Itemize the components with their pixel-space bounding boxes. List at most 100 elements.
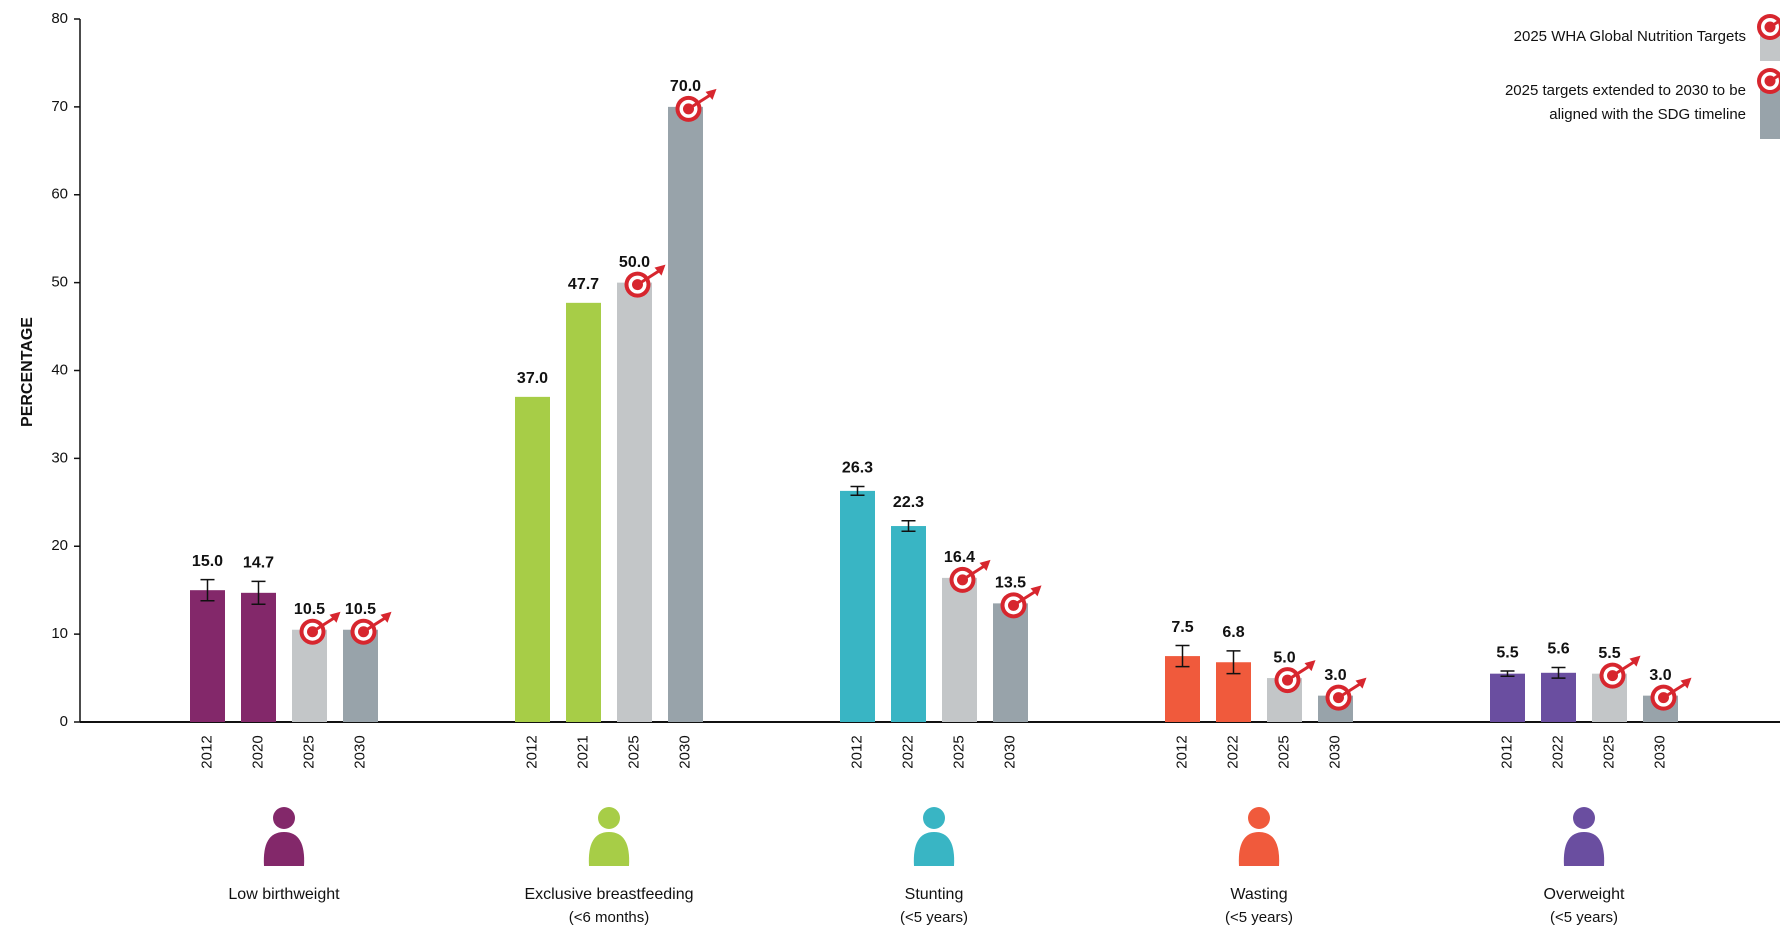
target-fletch xyxy=(1304,660,1316,672)
target-arrow xyxy=(1611,660,1636,677)
target-fletch xyxy=(1355,677,1367,689)
target-fletch xyxy=(1030,585,1042,597)
value-label: 10.5 xyxy=(345,601,376,618)
y-axis-label: PERCENTAGE xyxy=(19,317,36,427)
error-bar xyxy=(251,580,266,605)
legend-swatch xyxy=(1760,87,1780,139)
group-icon xyxy=(588,807,630,866)
error-bar xyxy=(1551,666,1566,679)
group-note: (<5 years) xyxy=(900,909,968,926)
bar xyxy=(993,603,1028,722)
group-icon xyxy=(1563,807,1605,866)
x-tick-label: 2012 xyxy=(523,735,540,768)
group-label: Exclusive breastfeeding xyxy=(525,886,694,903)
target-arrow xyxy=(362,616,387,633)
bar xyxy=(190,590,225,722)
group-icon xyxy=(263,807,305,866)
target-icon xyxy=(1599,655,1641,689)
value-label: 3.0 xyxy=(1324,667,1346,684)
group-label: Stunting xyxy=(905,886,964,903)
target-arrow xyxy=(1286,664,1311,682)
icon-head xyxy=(598,807,620,829)
value-label: 10.5 xyxy=(294,601,325,618)
error-bar xyxy=(1500,670,1515,678)
y-tick-label: 70 xyxy=(51,98,68,115)
y-tick-label: 80 xyxy=(51,10,68,27)
legend-label: 2025 WHA Global Nutrition Targets xyxy=(1514,28,1746,45)
x-tick-label: 2025 xyxy=(1275,735,1292,768)
value-label: 5.5 xyxy=(1496,644,1518,661)
x-tick-label: 2020 xyxy=(249,735,266,768)
x-tick-label: 2022 xyxy=(1549,735,1566,768)
y-tick-label: 50 xyxy=(51,274,68,291)
target-arrow xyxy=(311,616,336,633)
x-tick-label: 2022 xyxy=(899,735,916,768)
group-icon xyxy=(1238,807,1280,866)
error-bar xyxy=(1226,650,1241,675)
x-tick-label: 2012 xyxy=(848,735,865,768)
target-fletch xyxy=(705,88,717,100)
icon-body xyxy=(1238,832,1280,866)
target-fletch xyxy=(979,559,991,571)
bar xyxy=(343,629,378,722)
y-tick-label: 60 xyxy=(51,186,68,203)
bar xyxy=(241,592,276,722)
value-label: 3.0 xyxy=(1649,667,1671,684)
group-note: (<6 months) xyxy=(569,909,649,926)
y-tick-label: 30 xyxy=(51,449,68,466)
error-bar xyxy=(200,578,215,602)
value-label: 14.7 xyxy=(243,555,274,572)
target-icon xyxy=(624,264,666,298)
target-arrow xyxy=(1769,18,1780,29)
target-arrow xyxy=(961,564,986,582)
value-label: 7.5 xyxy=(1171,619,1193,636)
icon-head xyxy=(923,807,945,829)
value-label: 15.0 xyxy=(192,553,223,570)
x-tick-label: 2030 xyxy=(1326,735,1343,768)
target-arrow xyxy=(1662,682,1687,699)
group-icon xyxy=(913,807,955,866)
x-tick-label: 2030 xyxy=(1001,735,1018,768)
error-bar xyxy=(850,485,865,497)
bar xyxy=(515,396,550,722)
legend-label: 2025 targets extended to 2030 to be xyxy=(1505,82,1746,99)
target-arrow xyxy=(636,269,661,286)
y-tick-label: 10 xyxy=(51,625,68,642)
value-label: 16.4 xyxy=(944,549,975,566)
value-label: 5.0 xyxy=(1273,649,1295,666)
target-icon xyxy=(350,611,392,645)
value-label: 50.0 xyxy=(619,254,650,271)
x-tick-label: 2025 xyxy=(1600,735,1617,768)
bar xyxy=(1490,673,1525,722)
target-icon xyxy=(1274,660,1316,694)
target-icon xyxy=(1000,585,1042,619)
group-note: (<5 years) xyxy=(1550,909,1618,926)
x-tick-label: 2012 xyxy=(1173,735,1190,768)
value-label: 13.5 xyxy=(995,575,1026,592)
bar xyxy=(566,302,601,722)
y-tick-label: 20 xyxy=(51,537,68,554)
target-icon xyxy=(1757,68,1780,94)
group-note: (<5 years) xyxy=(1225,909,1293,926)
target-fletch xyxy=(380,611,392,623)
target-icon xyxy=(299,611,341,645)
bar xyxy=(292,629,327,722)
bar xyxy=(1541,672,1576,722)
target-arrow xyxy=(1337,682,1362,699)
group-label: Overweight xyxy=(1544,886,1625,903)
value-label: 5.5 xyxy=(1598,645,1620,662)
target-fletch xyxy=(329,611,341,623)
bar xyxy=(942,577,977,722)
x-tick-label: 2012 xyxy=(1498,735,1515,768)
bar xyxy=(891,526,926,722)
value-label: 22.3 xyxy=(893,494,924,511)
target-icon xyxy=(675,88,717,122)
icon-body xyxy=(913,832,955,866)
bar xyxy=(668,106,703,722)
target-fletch xyxy=(1680,677,1692,689)
legend-label: aligned with the SDG timeline xyxy=(1549,106,1746,123)
value-label: 47.7 xyxy=(568,276,599,293)
target-arrow xyxy=(1769,72,1780,83)
target-fletch xyxy=(1629,655,1641,667)
